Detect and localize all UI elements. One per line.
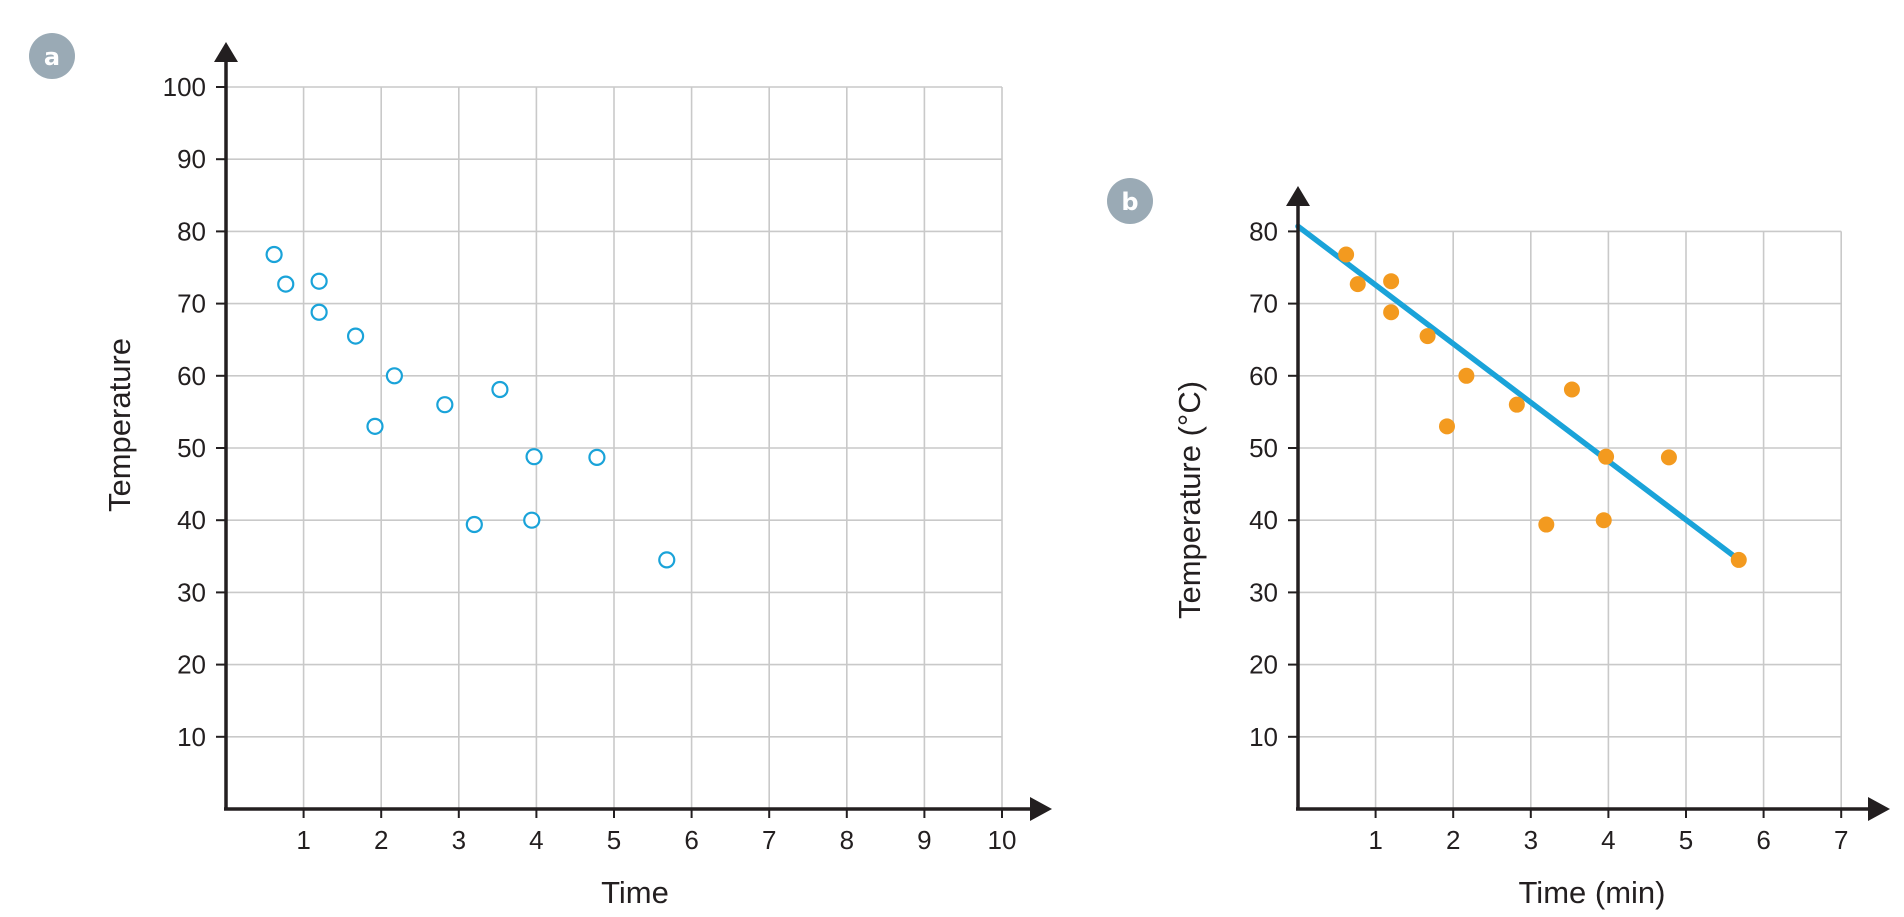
chart-a-y-tick-label: 90 [177, 144, 206, 174]
chart-a-y-tick-label: 80 [177, 216, 206, 246]
chart-b-x-axis-label: Time (min) [1519, 875, 1666, 910]
chart-b-data-point [1563, 381, 1580, 398]
chart-a-x-tick-label: 4 [529, 825, 543, 855]
chart-a-data-point [588, 448, 606, 466]
chart-a-data-point [366, 417, 384, 435]
chart-a-x-tick-label: 10 [988, 825, 1017, 855]
chart-a-panel-label: a [44, 43, 60, 71]
chart-b-data-point [1458, 367, 1475, 384]
chart-b-x-tick-label: 6 [1756, 825, 1770, 855]
chart-b-ticks: 1 2 3 4 5 6 7 10 20 30 40 50 60 70 80 [1249, 216, 1848, 855]
chart-b-points [1338, 246, 1747, 568]
chart-a-badge-circle [29, 33, 75, 79]
chart-a-x-tick-label: 2 [374, 825, 388, 855]
chart-a-points [265, 245, 676, 569]
chart-a-data-point [265, 245, 283, 264]
chart-a-y-tick-label: 40 [177, 505, 206, 535]
chart-a-data-point [525, 448, 543, 466]
chart-a-x-tick-label: 8 [840, 825, 854, 855]
chart-b-badge-circle [1107, 178, 1153, 224]
chart-b-y-tick-label: 30 [1249, 577, 1278, 607]
chart-a-data-point [491, 380, 509, 399]
chart-b-y-tick-label: 50 [1249, 433, 1278, 463]
chart-a-y-axis-label: Temperature [102, 338, 137, 512]
chart-a-y-tick-label: 50 [177, 433, 206, 463]
chart-b-data-point [1438, 418, 1455, 435]
chart-a-y-tick-label: 70 [177, 289, 206, 319]
chart-b-y-tick-label: 60 [1249, 361, 1278, 391]
chart-b-axes [1286, 186, 1890, 821]
chart-b-y-tick-label: 20 [1249, 650, 1278, 680]
chart-a-y-axis-arrow [214, 42, 238, 62]
chart-b-data-point [1660, 449, 1677, 466]
chart-b-data-point [1338, 246, 1355, 263]
chart-a-data-point [310, 272, 328, 290]
chart-b-data-point [1383, 273, 1400, 290]
chart-a-x-axis-label: Time [601, 875, 669, 910]
chart-a-ticks: 1 2 3 4 5 6 7 8 9 10 10 20 30 40 50 60 70 80 90 100 [163, 72, 1017, 855]
chart-b-data-point [1538, 516, 1555, 533]
chart-b-data-point [1419, 328, 1436, 345]
chart-b-x-tick-label: 4 [1601, 825, 1615, 855]
chart-a-x-axis-arrow [1030, 797, 1052, 821]
chart-b-fit-line [1295, 223, 1745, 565]
chart-a-x-tick-label: 1 [296, 825, 310, 855]
chart-b-x-axis-arrow [1868, 797, 1890, 821]
chart-a-x-tick-label: 7 [762, 825, 776, 855]
chart-a-data-point [277, 275, 295, 293]
chart-a-y-tick-label: 20 [177, 650, 206, 680]
chart-a-data-point [658, 551, 676, 569]
chart-a-x-tick-label: 6 [684, 825, 698, 855]
chart-a-data-point [310, 303, 328, 321]
chart-b-y-tick-label: 70 [1249, 289, 1278, 319]
chart-a-x-tick-label: 5 [607, 825, 621, 855]
chart-b-panel-label: b [1121, 188, 1138, 216]
chart-b-data-point [1595, 512, 1612, 529]
chart-b-x-tick-label: 1 [1368, 825, 1382, 855]
chart-a-y-tick-label: 100 [163, 72, 206, 102]
chart-a-x-tick-label: 3 [452, 825, 466, 855]
chart-a-data-point [465, 515, 483, 534]
chart-a-data-point [346, 327, 365, 345]
chart-b-data-point [1383, 304, 1400, 321]
chart-b-x-tick-label: 2 [1446, 825, 1460, 855]
chart-b-y-tick-label: 40 [1249, 505, 1278, 535]
chart-a-y-tick-label: 10 [177, 722, 206, 752]
chart-a-grid [226, 86, 1003, 809]
chart-a-data-point [523, 511, 541, 529]
chart-b-badge: b [1107, 178, 1153, 224]
chart-b-data-point [1349, 276, 1366, 293]
chart-b-data-point [1730, 551, 1747, 568]
chart-b-y-tick-label: 80 [1249, 216, 1278, 246]
chart-b: b 1 2 3 4 5 6 7 10 20 30 40 50 60 70 80 Time (min) Tem… [1107, 178, 1890, 910]
chart-b-y-axis-label: Temperature (°C) [1172, 381, 1207, 619]
chart-a-y-tick-label: 30 [177, 577, 206, 607]
chart-b-grid [1298, 230, 1842, 809]
chart-a-badge: a [29, 33, 75, 79]
chart-b-fit [1295, 223, 1745, 565]
chart-a-x-tick-label: 9 [917, 825, 931, 855]
chart-b-x-tick-label: 7 [1834, 825, 1848, 855]
chart-b-y-axis-arrow [1286, 186, 1310, 206]
chart-b-y-tick-label: 10 [1249, 722, 1278, 752]
chart-a-data-point [436, 396, 454, 414]
chart-b-data-point [1598, 448, 1615, 465]
chart-a-axes [214, 42, 1052, 821]
chart-a-y-tick-label: 60 [177, 361, 206, 391]
chart-a-data-point [385, 367, 403, 385]
chart-b-x-tick-label: 5 [1679, 825, 1693, 855]
chart-b-x-tick-label: 3 [1524, 825, 1538, 855]
chart-b-data-point [1508, 396, 1525, 413]
